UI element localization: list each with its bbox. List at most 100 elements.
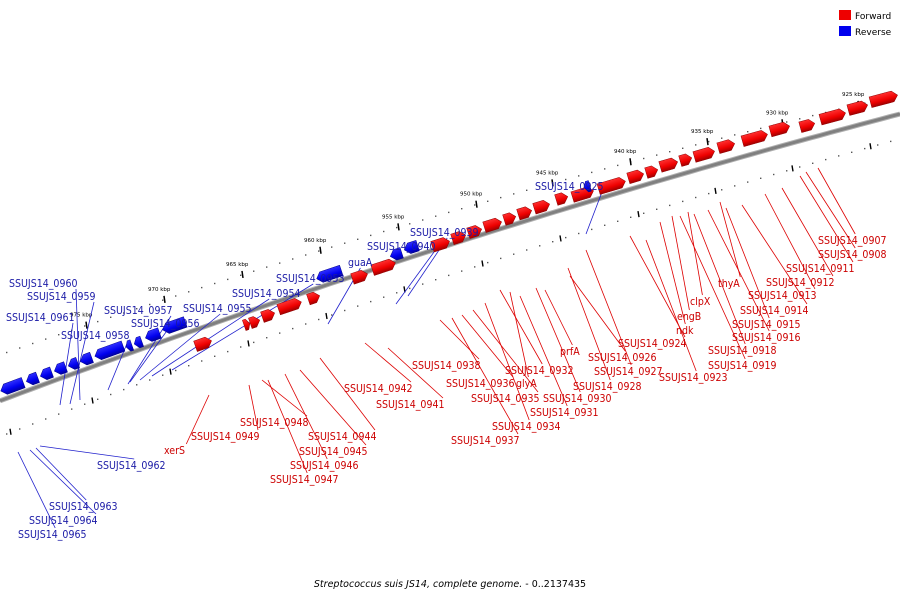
backbone xyxy=(0,111,900,404)
scale-dot xyxy=(110,393,112,396)
gene-arrow xyxy=(40,366,54,380)
reverse-gene xyxy=(133,335,144,349)
scale-dot xyxy=(266,266,268,268)
gene-label: SSUJS14_0960 xyxy=(9,278,77,290)
legend-reverse-swatch xyxy=(839,26,851,36)
tick-label: 935 kbp xyxy=(691,129,714,135)
scale-dot xyxy=(331,314,333,316)
leader-line xyxy=(439,319,480,360)
tick-label: 965 kbp xyxy=(226,262,249,268)
reverse-gene xyxy=(389,247,404,261)
gene-label: prfA xyxy=(560,346,580,358)
scale-dot xyxy=(396,292,398,294)
scale-dot xyxy=(227,350,229,353)
gene-label: SSUJS14_0954 xyxy=(232,288,300,300)
leader-line xyxy=(569,275,626,352)
leader-line xyxy=(693,213,746,345)
leader-line xyxy=(817,167,856,235)
scale-dot xyxy=(643,157,645,160)
leader-line xyxy=(799,175,854,263)
gene-label: SSUJS14_0924 xyxy=(618,338,686,350)
forward-gene xyxy=(740,130,768,147)
forward-gene xyxy=(868,90,898,108)
gene-label: SSUJS14_0949 xyxy=(191,431,259,443)
leader-line xyxy=(725,207,770,319)
forward-gene xyxy=(644,165,659,179)
scale-dot xyxy=(799,118,801,120)
gene-arrow xyxy=(554,192,569,206)
gene-label: SSUJS14_0935 xyxy=(471,393,539,405)
scale-dot xyxy=(136,384,138,386)
forward-gene xyxy=(350,269,368,285)
leader-line xyxy=(499,289,543,365)
scale-dot xyxy=(825,158,827,161)
forward-gene xyxy=(276,298,302,316)
leader-line xyxy=(129,328,169,383)
scale-dot xyxy=(331,246,333,248)
gene-arrow xyxy=(242,318,251,331)
scale-dot xyxy=(201,360,203,362)
scale-dot xyxy=(448,211,450,214)
gene-label: SSUJS14_0947 xyxy=(270,474,338,486)
scale-dot xyxy=(539,245,541,247)
leader-line xyxy=(387,347,444,399)
forward-gene xyxy=(242,318,251,331)
scale-dot xyxy=(669,204,671,207)
gene-label: SSUJS14_0963 xyxy=(49,501,117,513)
gene-arrow xyxy=(26,371,40,386)
legend-forward-swatch xyxy=(839,10,851,20)
tick-mark xyxy=(85,321,88,329)
gene-label: SSUJS14_0912 xyxy=(766,277,834,289)
gene-arrow xyxy=(193,336,212,352)
gene-label: SSUJS14_0944 xyxy=(308,431,376,443)
gene-label: SSUJS14_0956 xyxy=(131,318,199,330)
leader-line xyxy=(364,342,412,383)
leader-line xyxy=(248,384,259,431)
scale-dot xyxy=(461,270,463,272)
scale-dot xyxy=(877,144,879,146)
scale-dot xyxy=(32,423,34,425)
scale-dot xyxy=(6,433,8,435)
scale-dot xyxy=(188,365,190,367)
leader-line xyxy=(781,187,834,277)
scale-dot xyxy=(526,189,528,191)
scale-dot xyxy=(721,137,723,139)
scale-dot xyxy=(864,147,866,150)
gene-label: SSUJS14_0937 xyxy=(451,435,519,447)
tick-label: 940 kbp xyxy=(614,149,637,155)
gene-arrow xyxy=(80,351,94,366)
scale-dot xyxy=(318,318,320,321)
leader-line xyxy=(535,287,581,393)
gene-label: clpX xyxy=(690,296,711,308)
forward-gene xyxy=(370,258,396,276)
scale-dot xyxy=(409,287,411,290)
scale-dot xyxy=(19,428,21,430)
scale-dot xyxy=(409,223,411,225)
scale-dot xyxy=(435,279,437,281)
leader-line xyxy=(39,445,135,460)
leader-line xyxy=(69,301,95,405)
gene-label: SSUJS14_0962 xyxy=(97,460,165,472)
scale-dot xyxy=(240,346,242,348)
scale-dot xyxy=(565,236,567,239)
scale-dot xyxy=(110,316,112,318)
leader-line xyxy=(35,447,87,501)
scale-dot xyxy=(175,295,177,297)
gene-arrow xyxy=(583,180,592,193)
scale-dot xyxy=(45,338,47,340)
scale-dot xyxy=(357,305,359,307)
gene-label: SSUJS14_0930 xyxy=(543,393,611,405)
scale-dot xyxy=(305,323,307,325)
gene-label: SSUJS14_0932 xyxy=(505,365,573,377)
leader-line xyxy=(741,204,808,305)
tick-mark xyxy=(163,295,166,303)
tick-label: 945 kbp xyxy=(536,170,559,176)
gene-arrow xyxy=(482,217,502,233)
scale-dot xyxy=(32,342,34,345)
gene-label: SSUJS14_0926 xyxy=(588,352,656,364)
leader-line xyxy=(484,302,530,421)
scale-dot xyxy=(487,200,489,202)
forward-gene xyxy=(596,177,626,195)
gene-arrow xyxy=(54,361,68,375)
